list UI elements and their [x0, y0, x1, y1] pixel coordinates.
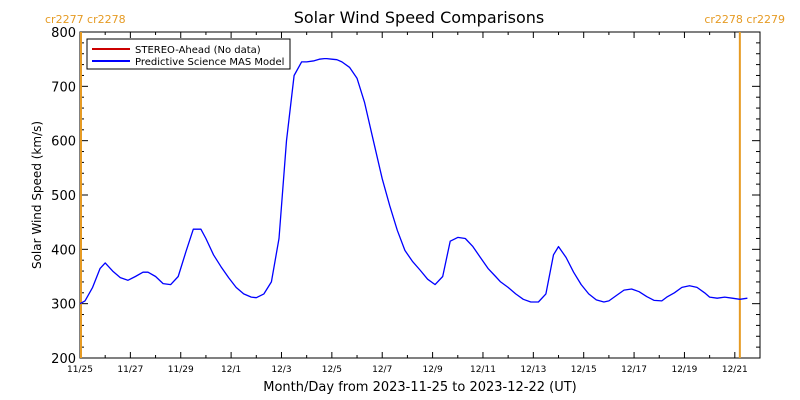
y-tick-label: 400 — [51, 243, 76, 258]
y-tick-label: 200 — [51, 352, 76, 367]
plot-frame — [79, 31, 761, 359]
carrington-label-left: cr2277 cr2278 — [45, 13, 126, 26]
carrington-markers — [80, 32, 741, 358]
x-axis-label: Month/Day from 2023-11-25 to 2023-12-22 … — [263, 380, 576, 395]
y-axis-label: Solar Wind Speed (km/s) — [30, 121, 44, 269]
y-axis: 200 300 400 500 600 700 800 — [51, 26, 760, 367]
carrington-label-right: cr2278 cr2279 — [704, 13, 785, 26]
x-tick-label: 11/29 — [168, 365, 194, 375]
x-tick-label: 12/5 — [322, 365, 342, 375]
legend-label-stereo: STEREO-Ahead (No data) — [135, 45, 261, 56]
x-tick-label: 12/7 — [372, 365, 392, 375]
x-tick-label: 12/11 — [470, 365, 496, 375]
legend-label-mas-model: Predictive Science MAS Model — [135, 57, 284, 68]
series-layer — [79, 57, 748, 305]
legend: STEREO-Ahead (No data) Predictive Scienc… — [86, 38, 291, 70]
series-line-1 — [79, 57, 748, 305]
x-axis: 11/25 11/27 11/29 12/1 12/3 12/5 12/7 12/9 12/11… — [67, 32, 761, 375]
x-tick-label: 12/21 — [722, 365, 748, 375]
x-tick-label: 12/19 — [671, 365, 697, 375]
y-tick-label: 600 — [51, 135, 76, 150]
x-tick-label: 12/15 — [571, 365, 597, 375]
x-tick-label: 12/3 — [271, 365, 291, 375]
y-tick-label: 700 — [51, 80, 76, 95]
x-tick-label: 12/1 — [221, 365, 241, 375]
x-tick-label: 12/9 — [422, 365, 442, 375]
chart-title: Solar Wind Speed Comparisons — [294, 8, 545, 27]
y-tick-label: 800 — [51, 26, 76, 41]
x-tick-label: 11/27 — [117, 365, 143, 375]
x-tick-label: 11/25 — [67, 365, 93, 375]
legend-box — [86, 38, 291, 70]
y-tick-label: 500 — [51, 189, 76, 204]
x-tick-label: 12/17 — [621, 365, 647, 375]
x-tick-label: 12/13 — [520, 365, 546, 375]
y-tick-label: 300 — [51, 298, 76, 313]
